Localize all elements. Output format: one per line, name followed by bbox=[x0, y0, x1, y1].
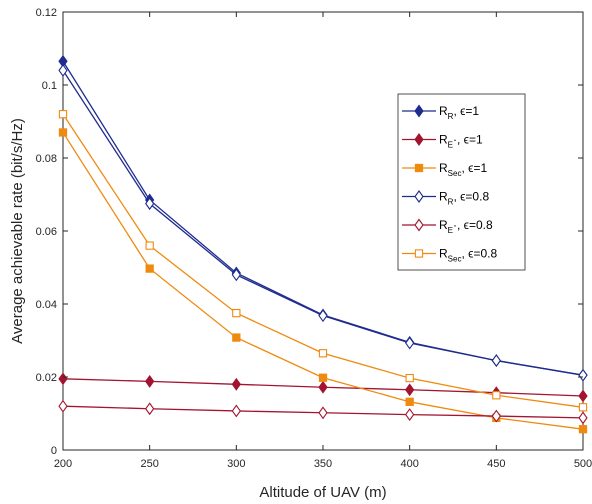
legend-subscript: E bbox=[448, 141, 453, 150]
x-tick-label: 500 bbox=[574, 458, 592, 470]
data-point-rs1 bbox=[145, 264, 154, 273]
legend-label: RE·, ϵ=1 bbox=[439, 133, 483, 150]
data-point-re1 bbox=[405, 383, 415, 397]
legend-label: RSec, ϵ=1 bbox=[439, 161, 487, 178]
legend-subscript: R bbox=[448, 112, 454, 121]
x-tick-label: 200 bbox=[54, 458, 72, 470]
y-tick-label: 0.02 bbox=[36, 372, 57, 384]
data-point-re1 bbox=[231, 377, 241, 391]
data-point-rs1 bbox=[58, 128, 68, 137]
data-point-rr08 bbox=[491, 354, 501, 368]
data-point-rr08 bbox=[58, 63, 68, 77]
legend-entry-rr1: RR, ϵ=1 bbox=[402, 104, 479, 121]
x-tick-label: 400 bbox=[400, 458, 418, 470]
data-point-re1 bbox=[145, 374, 155, 388]
legend-entry-rs1: RSec, ϵ=1 bbox=[402, 161, 487, 178]
y-tick-label: 0.06 bbox=[36, 226, 57, 238]
legend-box bbox=[397, 93, 526, 271]
data-point-re08 bbox=[231, 404, 241, 418]
data-point-rs08 bbox=[318, 349, 328, 358]
y-tick-label: 0.12 bbox=[36, 7, 57, 19]
data-point-rr08 bbox=[578, 368, 588, 382]
legend-subscript: Sec bbox=[448, 169, 462, 178]
legend-epsilon: , ϵ=0.8 bbox=[461, 247, 497, 261]
x-axis-label: Altitude of UAV (m) bbox=[259, 484, 386, 501]
legend-label: RSec, ϵ=0.8 bbox=[439, 247, 497, 264]
data-point-rs1 bbox=[405, 397, 414, 406]
data-point-re08 bbox=[318, 406, 328, 420]
series-re08 bbox=[58, 399, 588, 425]
data-point-rr08 bbox=[231, 268, 241, 282]
data-point-re08 bbox=[58, 399, 68, 413]
y-tick-label: 0.1 bbox=[42, 80, 57, 92]
x-tick-label: 350 bbox=[314, 458, 332, 470]
x-tick-label: 450 bbox=[487, 458, 505, 470]
y-tick-label: 0 bbox=[51, 445, 57, 457]
data-point-rs08 bbox=[405, 373, 414, 383]
x-tick-label: 300 bbox=[227, 458, 245, 470]
data-point-re08 bbox=[578, 411, 588, 425]
ticks-layer: 200 250 300 350 400 450 500 0 0.02 0.04 0.06 0.08 0.… bbox=[36, 7, 592, 470]
legend-symbol: R bbox=[439, 218, 448, 232]
legend-subscript: Sec bbox=[448, 255, 462, 264]
legend-symbol: R bbox=[439, 104, 448, 118]
data-point-re08 bbox=[145, 402, 155, 416]
legend-marker bbox=[414, 249, 424, 258]
legend-epsilon: , ϵ=1 bbox=[461, 161, 487, 175]
legend-entry-rs08: RSec, ϵ=0.8 bbox=[402, 247, 497, 264]
data-point-rr08 bbox=[318, 309, 328, 323]
data-point-rs1 bbox=[232, 333, 241, 342]
series-rr08 bbox=[58, 63, 588, 382]
legend-subscript: E bbox=[448, 226, 453, 235]
series-rs08 bbox=[58, 110, 588, 412]
legend-epsilon: , ϵ=1 bbox=[453, 104, 479, 118]
legend-symbol: R bbox=[439, 133, 448, 147]
data-point-rs08 bbox=[58, 110, 68, 119]
data-point-rs08 bbox=[232, 308, 241, 318]
data-point-rs1 bbox=[318, 373, 328, 382]
legend-marker bbox=[414, 163, 424, 173]
legend-symbol: R bbox=[439, 190, 448, 204]
legend-label: RR, ϵ=1 bbox=[439, 104, 479, 121]
legend-entry-re08: RE·, ϵ=0.8 bbox=[402, 218, 493, 235]
y-axis-label: Average achievable rate (bit/s/Hz) bbox=[9, 118, 26, 344]
legend-label: RR, ϵ=0.8 bbox=[439, 190, 489, 207]
data-point-rs08 bbox=[145, 241, 154, 250]
legend-marker bbox=[414, 133, 424, 146]
legend-dot: · bbox=[453, 133, 457, 147]
y-tick-label: 0.08 bbox=[36, 153, 57, 165]
legend-marker bbox=[414, 190, 424, 203]
data-point-re08 bbox=[405, 408, 415, 422]
legend-epsilon: , ϵ=1 bbox=[457, 133, 483, 147]
legend-label: RE·, ϵ=0.8 bbox=[439, 218, 493, 235]
data-point-rs08 bbox=[492, 391, 501, 400]
data-point-rr08 bbox=[145, 197, 155, 211]
legend-symbol: R bbox=[439, 161, 448, 175]
y-tick-label: 0.04 bbox=[36, 299, 57, 311]
data-point-rs08 bbox=[578, 403, 588, 412]
legend-symbol: R bbox=[439, 247, 448, 261]
legend-epsilon: , ϵ=0.8 bbox=[457, 218, 493, 232]
x-tick-label: 250 bbox=[140, 458, 158, 470]
data-point-re08 bbox=[491, 409, 501, 423]
data-point-re1 bbox=[318, 380, 328, 394]
legend-epsilon: , ϵ=0.8 bbox=[453, 190, 489, 204]
data-point-rs1 bbox=[578, 425, 588, 434]
legend-marker bbox=[414, 104, 424, 118]
series-layer bbox=[58, 54, 588, 434]
data-point-rr08 bbox=[405, 336, 415, 350]
data-point-re1 bbox=[578, 389, 588, 403]
legend-dot: · bbox=[453, 218, 457, 232]
legend-entry-rr08: RR, ϵ=0.8 bbox=[402, 190, 489, 207]
legend-marker bbox=[414, 218, 424, 232]
legend-subscript: R bbox=[448, 198, 454, 207]
legend-entry-re1: RE·, ϵ=1 bbox=[402, 133, 483, 150]
